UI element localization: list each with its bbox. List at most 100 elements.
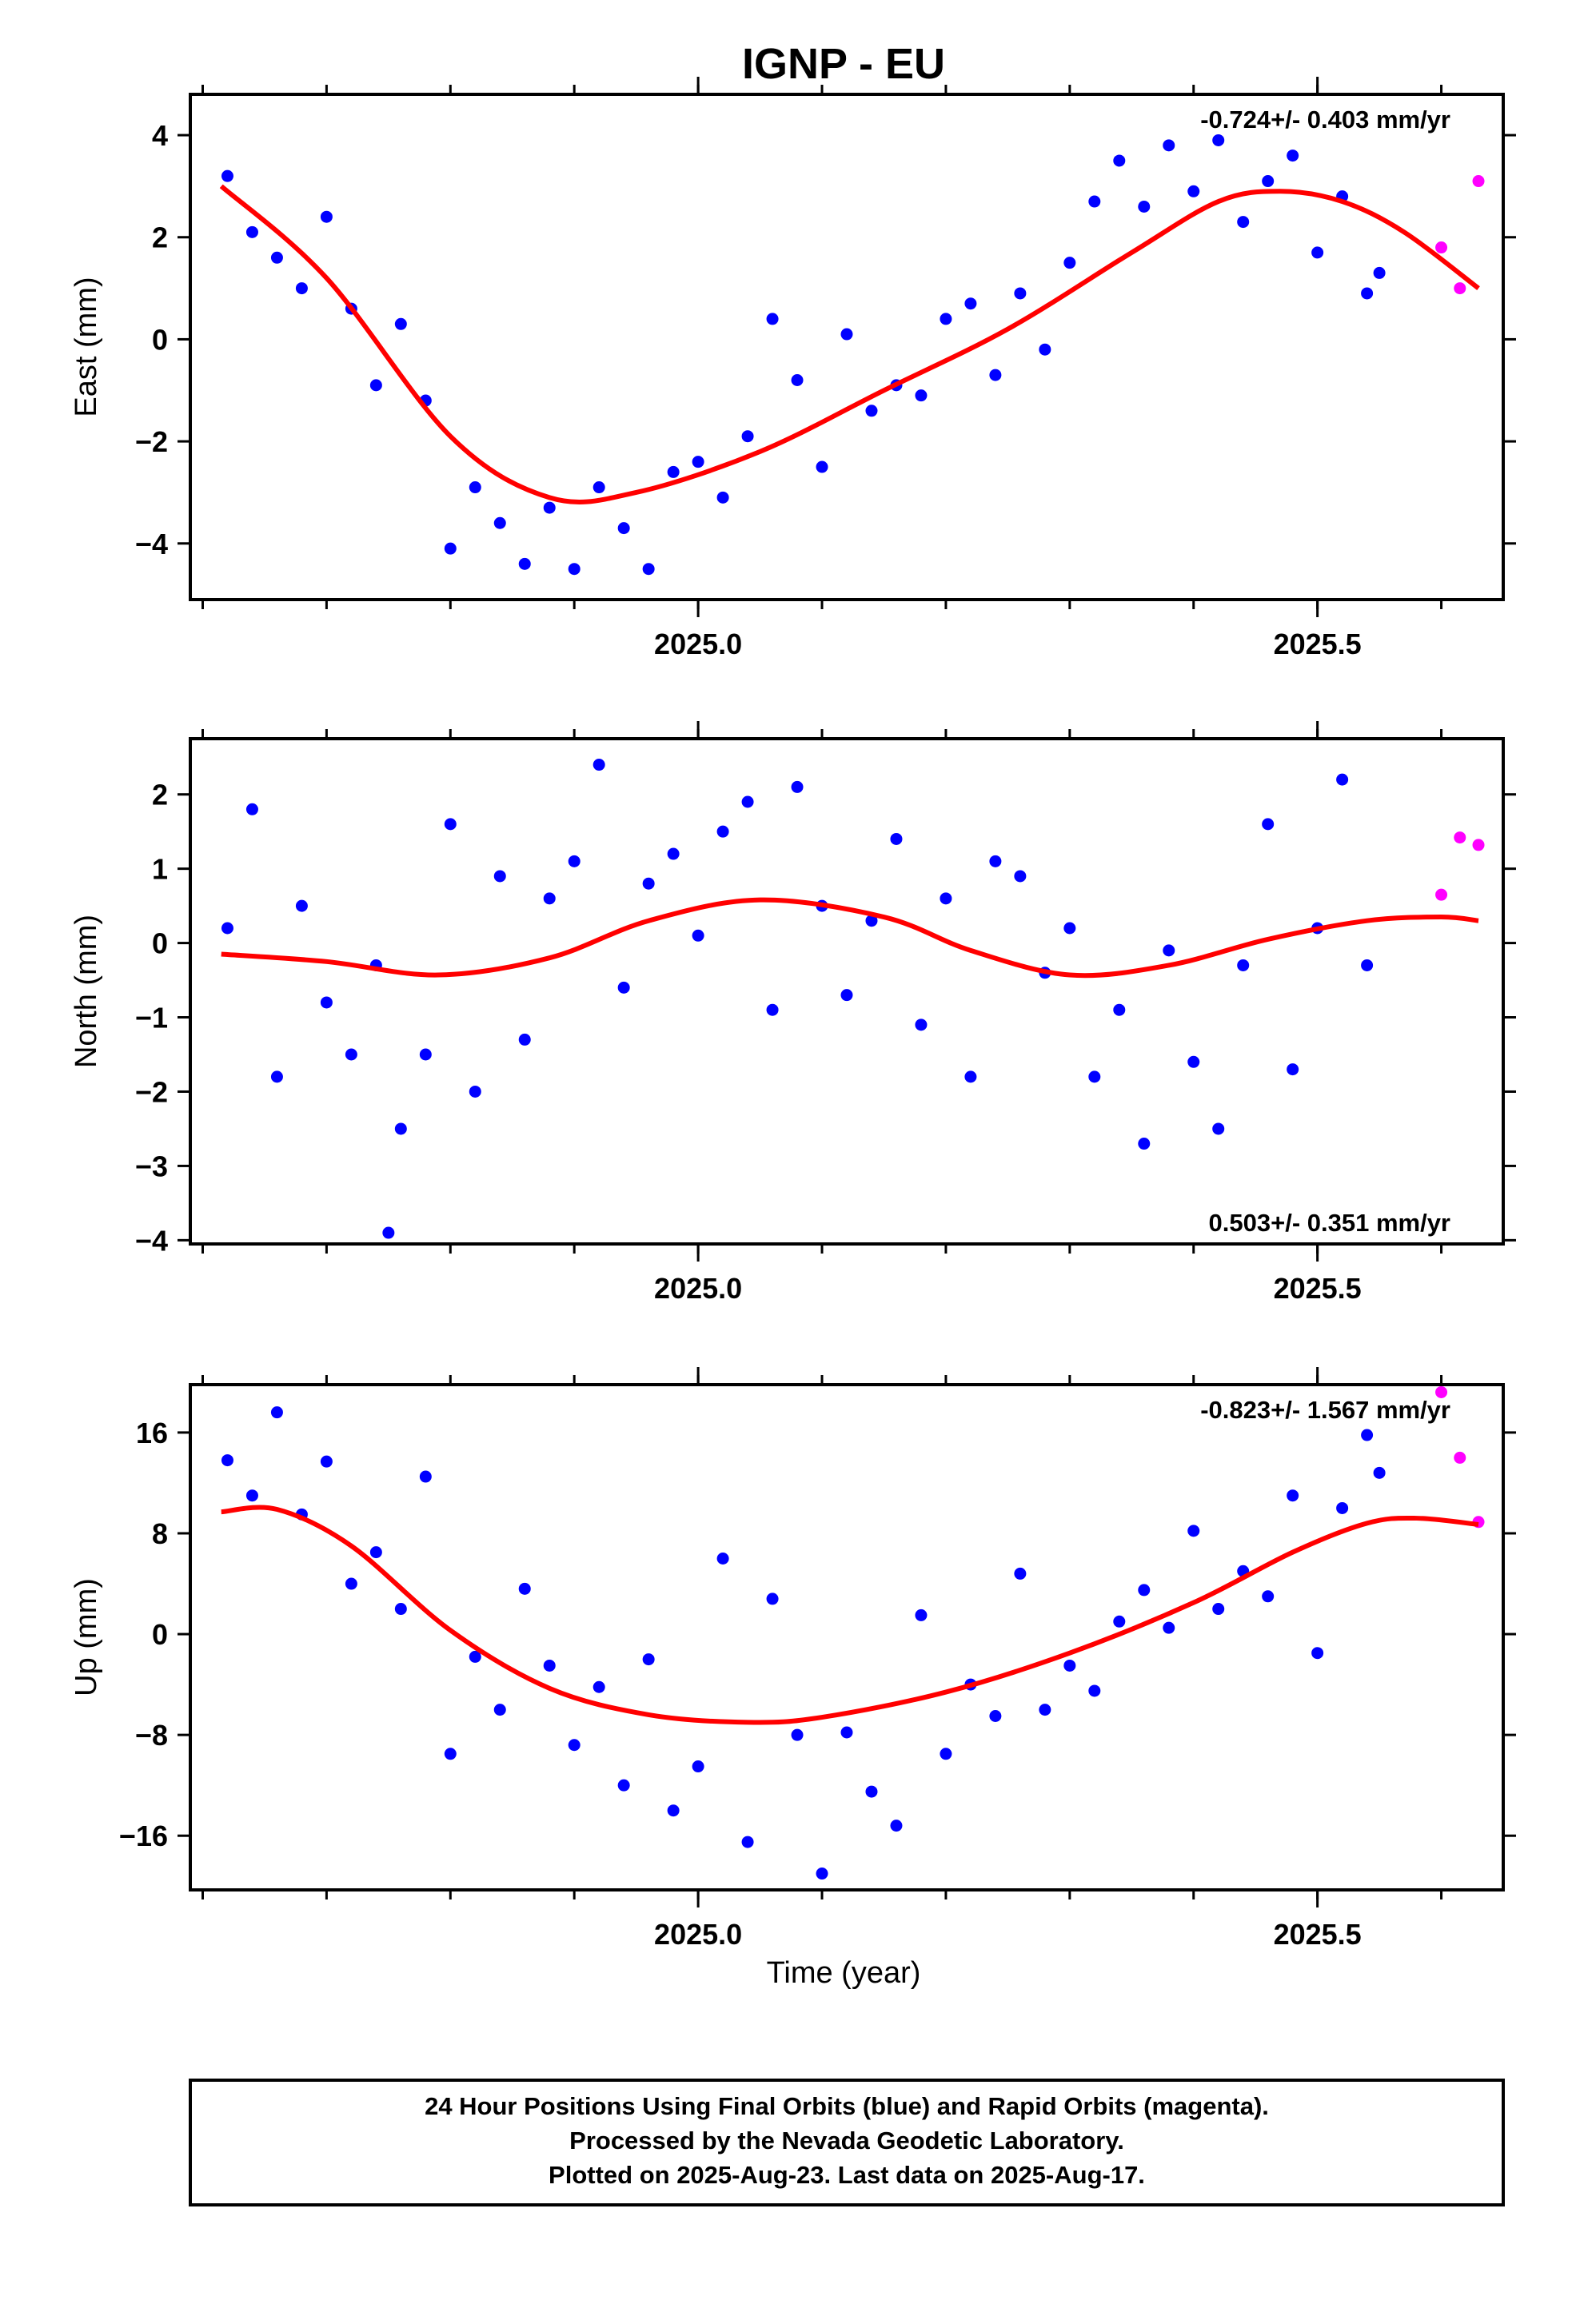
final-orbit-point (692, 1760, 704, 1773)
final-orbit-point (369, 379, 382, 392)
final-orbit-point (245, 1489, 258, 1502)
final-orbit-point (1014, 287, 1027, 300)
final-orbit-point (940, 313, 952, 325)
chart-title: IGNP - EU (742, 40, 945, 88)
final-orbit-point (964, 297, 977, 310)
final-orbit-point (469, 481, 481, 494)
final-orbit-point (592, 481, 605, 494)
final-orbit-point (1014, 1567, 1027, 1580)
final-orbit-point (617, 522, 630, 535)
final-orbit-point (1373, 1466, 1386, 1479)
final-orbit-point (1287, 149, 1299, 162)
final-orbit-point (692, 456, 704, 468)
y-tick-label: −4 (135, 528, 168, 560)
final-orbit-point (1088, 195, 1101, 208)
final-orbit-point (840, 1726, 853, 1739)
final-orbit-point (1039, 343, 1051, 356)
final-orbit-point (245, 803, 258, 815)
y-tick-label: 0 (152, 323, 168, 356)
final-orbit-point (592, 759, 605, 771)
final-orbit-point (1088, 1684, 1101, 1697)
rapid-orbit-point (1454, 1451, 1466, 1464)
footer-line-1: 24 Hour Positions Using Final Orbits (bl… (425, 2092, 1269, 2120)
final-orbit-point (890, 1820, 903, 1832)
final-orbit-point (642, 1653, 655, 1666)
final-orbit-point (592, 1680, 605, 1693)
x-tick-label: 2025.5 (1274, 1918, 1362, 1951)
final-orbit-point (382, 1226, 395, 1239)
final-orbit-point (1262, 818, 1275, 831)
final-orbit-point (568, 855, 581, 867)
final-orbit-point (394, 317, 407, 330)
final-orbit-point (469, 1650, 481, 1663)
y-tick-label: −4 (135, 1224, 168, 1257)
fit-curve (221, 1505, 1479, 1725)
final-orbit-point (791, 373, 804, 386)
final-orbit-point (270, 1406, 283, 1419)
final-orbit-point (741, 1836, 754, 1848)
y-axis-label: North (mm) (70, 915, 103, 1068)
final-orbit-point (716, 825, 729, 838)
final-orbit-point (816, 1868, 828, 1880)
final-orbit-point (1311, 1647, 1324, 1660)
final-orbit-point (617, 1779, 630, 1792)
final-orbit-point (1014, 870, 1027, 883)
final-orbit-point (1113, 1615, 1126, 1628)
final-orbit-point (444, 818, 457, 831)
final-orbit-point (989, 1710, 1002, 1723)
final-orbit-point (989, 855, 1002, 867)
final-orbit-point (1088, 1070, 1101, 1083)
velocity-label: 0.503+/- 0.351 mm/yr (1209, 1209, 1450, 1237)
x-tick-label: 2025.5 (1274, 1272, 1362, 1305)
plot-frame (189, 1383, 1505, 1891)
y-tick-label: −16 (119, 1820, 168, 1852)
final-orbit-point (394, 1122, 407, 1135)
y-tick-label: 16 (136, 1417, 168, 1449)
y-axis-label: East (mm) (70, 277, 103, 417)
footer-line-2: Processed by the Nevada Geodetic Laborat… (569, 2127, 1124, 2155)
final-orbit-point (295, 282, 308, 295)
final-orbit-point (568, 1739, 581, 1752)
rapid-orbit-point (1472, 175, 1485, 188)
final-orbit-point (493, 1704, 506, 1716)
velocity-label: -0.724+/- 0.403 mm/yr (1200, 106, 1450, 134)
final-orbit-point (791, 780, 804, 793)
final-orbit-point (1063, 1659, 1076, 1672)
final-orbit-point (444, 1748, 457, 1760)
velocity-label: -0.823+/- 1.567 mm/yr (1200, 1396, 1450, 1424)
final-orbit-point (1361, 959, 1374, 971)
final-orbit-point (865, 915, 878, 927)
final-orbit-point (1336, 1501, 1349, 1514)
final-orbit-point (518, 1582, 531, 1595)
final-orbit-point (1361, 287, 1374, 300)
final-orbit-point (642, 877, 655, 890)
final-orbit-point (1237, 216, 1250, 229)
final-orbit-point (865, 405, 878, 417)
final-orbit-point (320, 210, 333, 223)
final-orbit-point (741, 795, 754, 808)
final-orbit-point (617, 981, 630, 994)
panel-2: 2025.0 2025.5 −4 −3 −2 −1 0 1 2 North (mm) 0.503+/… (70, 721, 1516, 1305)
final-orbit-point (1287, 1489, 1299, 1502)
final-orbit-point (1187, 185, 1200, 197)
final-orbit-point (295, 899, 308, 912)
final-orbit-point (716, 1552, 729, 1565)
final-orbit-point (940, 892, 952, 905)
final-orbit-point (915, 1018, 928, 1031)
final-orbit-point (1039, 1704, 1051, 1716)
final-orbit-point (493, 516, 506, 529)
final-orbit-point (816, 460, 828, 473)
final-orbit-point (543, 1659, 556, 1672)
final-orbit-point (915, 1608, 928, 1621)
y-axis-label: Up (mm) (70, 1578, 103, 1696)
final-orbit-point (1373, 266, 1386, 279)
final-orbit-point (667, 847, 680, 860)
y-tick-label: 0 (152, 1618, 168, 1651)
final-orbit-point (221, 169, 233, 182)
fit-curve (221, 897, 1479, 979)
y-tick-label: 8 (152, 1517, 168, 1550)
final-orbit-point (518, 1033, 531, 1046)
final-orbit-point (840, 328, 853, 341)
plot-frame (189, 93, 1505, 601)
